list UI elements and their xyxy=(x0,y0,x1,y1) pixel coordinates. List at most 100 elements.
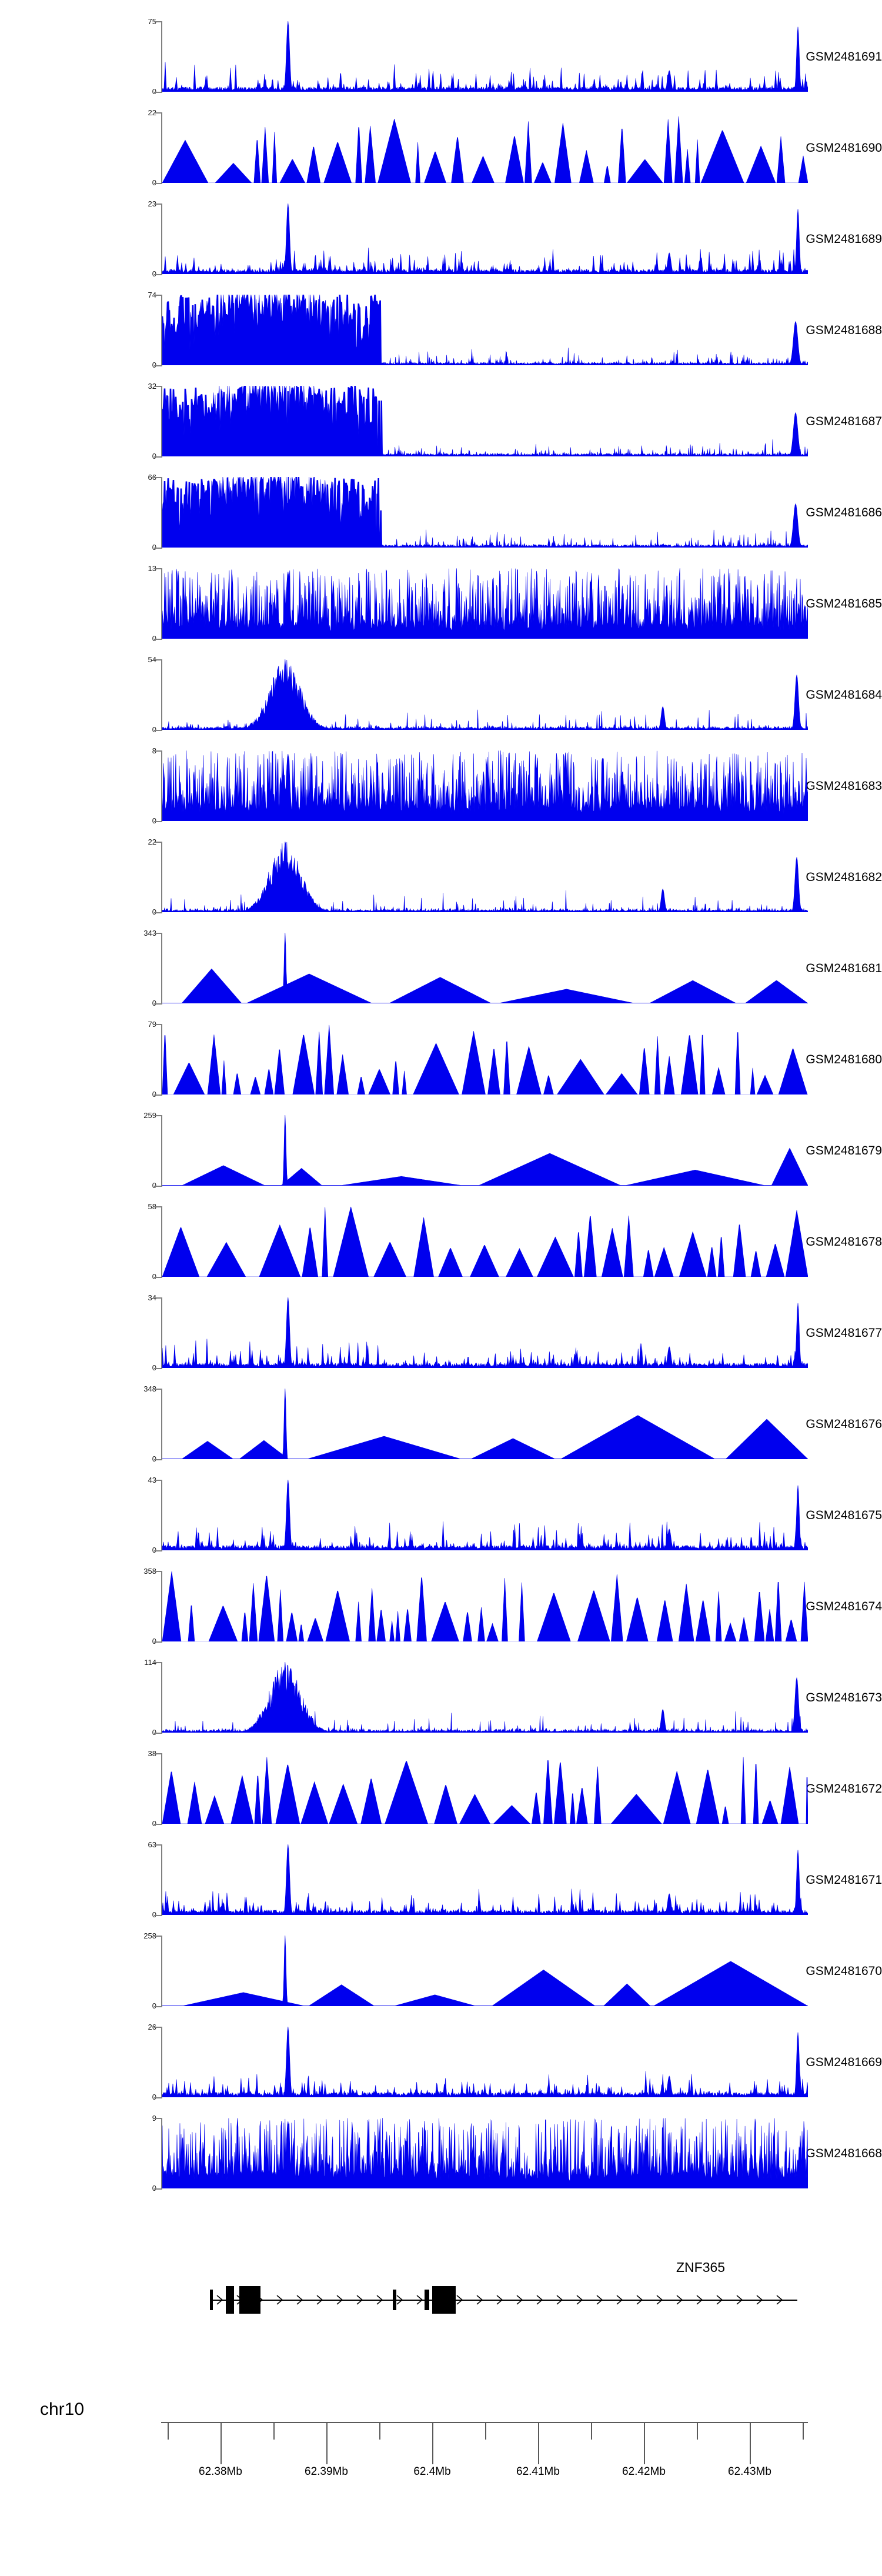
y-axis-max-label: 13 xyxy=(148,564,156,573)
track-label-gsm2481687: GSM2481687 xyxy=(806,415,882,428)
y-axis-line xyxy=(161,295,162,366)
signal-plot-area[interactable] xyxy=(162,1571,808,1641)
track-label-gsm2481677: GSM2481677 xyxy=(806,1326,882,1340)
ruler-tick-stem xyxy=(326,2440,328,2464)
signal-plot-area[interactable] xyxy=(162,842,808,912)
y-axis-zero-label: 0 xyxy=(152,88,156,95)
signal-plot-area[interactable] xyxy=(162,659,808,730)
y-axis-max-label: 114 xyxy=(144,1658,156,1667)
signal-plot-area[interactable] xyxy=(162,568,808,639)
signal-plot-area[interactable] xyxy=(162,1389,808,1459)
y-axis-line xyxy=(161,477,162,549)
y-axis-bottom-tick xyxy=(154,1733,162,1734)
y-axis-line xyxy=(161,386,162,458)
y-axis-bottom-tick xyxy=(154,730,162,731)
signal-plot-area[interactable] xyxy=(162,1206,808,1277)
signal-plot-area[interactable] xyxy=(162,112,808,183)
y-axis-zero-label: 0 xyxy=(152,270,156,278)
signal-plot-area[interactable] xyxy=(162,1297,808,1368)
ruler-minor-tick xyxy=(591,2422,592,2440)
y-axis-bottom-tick xyxy=(154,821,162,822)
signal-plot-area[interactable] xyxy=(162,933,808,1003)
y-axis-top-tick xyxy=(154,1389,162,1390)
y-axis-bottom-tick xyxy=(154,912,162,913)
gene-exon[interactable] xyxy=(393,2290,396,2310)
y-axis-zero-label: 0 xyxy=(152,1182,156,1189)
y-axis-top-tick xyxy=(154,21,162,22)
signal-plot-area[interactable] xyxy=(162,1662,808,1733)
track-label-gsm2481672: GSM2481672 xyxy=(806,1782,882,1796)
y-axis-zero-label: 0 xyxy=(152,1637,156,1645)
y-axis-line xyxy=(161,1844,162,1916)
ruler-major-tick xyxy=(750,2422,751,2440)
gene-exon[interactable] xyxy=(239,2286,261,2314)
signal-plot-area[interactable] xyxy=(162,203,808,274)
track-label-gsm2481675: GSM2481675 xyxy=(806,1509,882,1522)
y-axis-bottom-tick xyxy=(154,2188,162,2190)
track-label-gsm2481676: GSM2481676 xyxy=(806,1417,882,1431)
signal-plot-area[interactable] xyxy=(162,1844,808,1915)
y-axis-bottom-tick xyxy=(154,1186,162,1187)
y-axis-line xyxy=(161,1753,162,1825)
signal-plot-area[interactable] xyxy=(162,1024,808,1095)
signal-plot-area[interactable] xyxy=(162,477,808,548)
y-axis-zero-label: 0 xyxy=(152,1546,156,1554)
gene-exon[interactable] xyxy=(210,2290,213,2310)
track-label-gsm2481673: GSM2481673 xyxy=(806,1691,882,1704)
ruler-minor-tick xyxy=(485,2422,486,2440)
y-axis-bottom-tick xyxy=(154,1459,162,1460)
y-axis-bottom-tick xyxy=(154,183,162,184)
y-axis-line xyxy=(161,1115,162,1187)
y-axis-zero-label: 0 xyxy=(152,908,156,916)
y-axis-max-label: 22 xyxy=(148,837,156,846)
y-axis-line xyxy=(161,1936,162,2007)
y-axis-top-tick xyxy=(154,2118,162,2119)
y-axis-line xyxy=(161,1389,162,1460)
y-axis-max-label: 34 xyxy=(148,1293,156,1302)
gene-exon[interactable] xyxy=(425,2290,429,2310)
y-axis-line xyxy=(161,203,162,275)
signal-plot-area[interactable] xyxy=(162,750,808,821)
y-axis-top-tick xyxy=(154,842,162,843)
track-label-gsm2481680: GSM2481680 xyxy=(806,1053,882,1066)
y-axis-zero-label: 0 xyxy=(152,1364,156,1372)
track-label-gsm2481682: GSM2481682 xyxy=(806,870,882,884)
signal-plot-area[interactable] xyxy=(162,295,808,365)
strand-direction-arrows xyxy=(216,2295,783,2305)
signal-plot-area[interactable] xyxy=(162,1936,808,2006)
signal-plot-area[interactable] xyxy=(162,2118,808,2188)
y-axis-bottom-tick xyxy=(154,274,162,275)
y-axis-zero-label: 0 xyxy=(152,726,156,733)
y-axis-zero-label: 0 xyxy=(152,2002,156,2010)
signal-plot-area[interactable] xyxy=(162,21,808,92)
track-label-gsm2481681: GSM2481681 xyxy=(806,962,882,975)
y-axis-top-tick xyxy=(154,1480,162,1481)
y-axis-top-tick xyxy=(154,477,162,478)
chromosome-ruler[interactable]: chr10 62.38Mb 62.39Mb 62.4Mb 62.41Mb 62.42Mb… xyxy=(0,2400,882,2505)
gene-annotation-track[interactable]: ZNF365 xyxy=(0,2258,882,2329)
y-axis-zero-label: 0 xyxy=(152,2184,156,2192)
track-label-gsm2481691: GSM2481691 xyxy=(806,50,882,64)
ruler-tick-stem xyxy=(750,2440,751,2464)
track-label-gsm2481684: GSM2481684 xyxy=(806,688,882,702)
ruler-major-tick xyxy=(644,2422,645,2440)
y-axis-zero-label: 0 xyxy=(152,1729,156,1736)
y-axis-top-tick xyxy=(154,1297,162,1299)
y-axis-top-tick xyxy=(154,1844,162,1846)
y-axis-zero-label: 0 xyxy=(152,817,156,825)
gene-exon[interactable] xyxy=(226,2286,235,2314)
y-axis-max-label: 348 xyxy=(143,1384,156,1393)
signal-plot-area[interactable] xyxy=(162,1115,808,1186)
y-axis-bottom-tick xyxy=(154,1095,162,1096)
signal-plot-area[interactable] xyxy=(162,1480,808,1550)
ruler-minor-tick xyxy=(168,2422,169,2440)
gene-exon[interactable] xyxy=(432,2286,456,2314)
y-axis-zero-label: 0 xyxy=(152,1911,156,1918)
y-axis-max-label: 63 xyxy=(148,1840,156,1849)
y-axis-zero-label: 0 xyxy=(152,452,156,460)
signal-plot-area[interactable] xyxy=(162,2027,808,2097)
signal-plot-area[interactable] xyxy=(162,1753,808,1824)
ruler-tick-stem xyxy=(538,2440,539,2464)
y-axis-zero-label: 0 xyxy=(152,361,156,369)
signal-plot-area[interactable] xyxy=(162,386,808,456)
